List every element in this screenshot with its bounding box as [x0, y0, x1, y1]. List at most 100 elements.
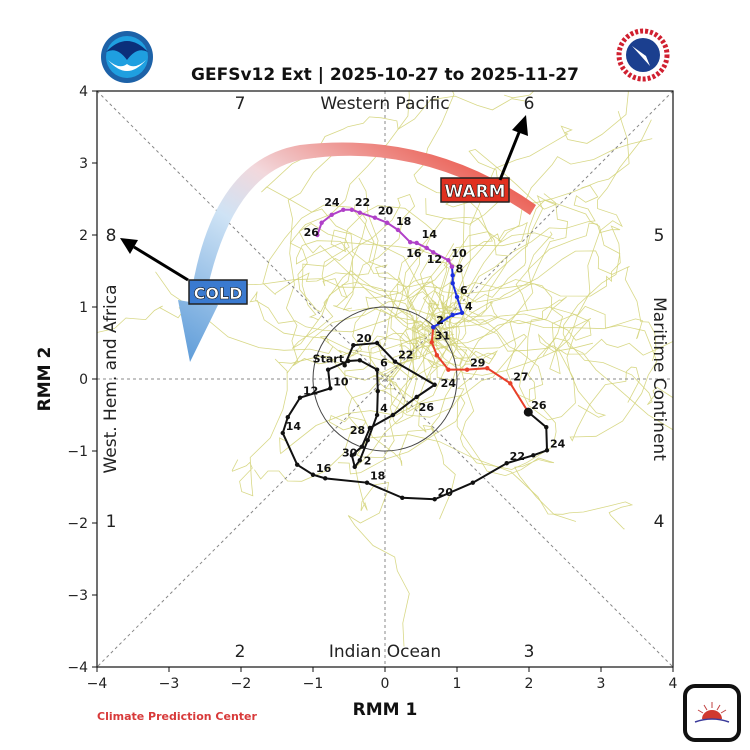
observed-point	[280, 430, 285, 436]
y-tick-label: 4	[79, 84, 88, 100]
observed-point	[364, 480, 370, 485]
phase-2: 2	[235, 642, 246, 662]
forecast-week1-point	[446, 367, 451, 372]
forecast-weeks3-4-point	[424, 245, 429, 251]
forecast-weeks3-4-date-label: 22	[355, 196, 370, 209]
ensemble-member-line	[404, 232, 555, 386]
observed-date-label: 26	[419, 401, 435, 414]
forecast-week1-point	[464, 367, 470, 372]
x-tick-label: −4	[87, 676, 108, 692]
sunrise-app-icon[interactable]	[683, 684, 741, 742]
forecast-week2-date-label: 4	[465, 300, 473, 313]
y-tick-label: −1	[67, 444, 88, 460]
warm-label: WARM	[440, 177, 510, 203]
y-tick-label: 1	[79, 300, 88, 316]
ensemble-member-line	[301, 193, 419, 322]
cpc-credit: Climate Prediction Center	[97, 710, 257, 723]
svg-text:COLD: COLD	[194, 284, 243, 303]
observed-point	[285, 414, 290, 420]
observed-date-label: 16	[316, 462, 332, 475]
cold-label: COLD	[188, 279, 248, 305]
observed-point	[325, 367, 331, 372]
observed-point	[365, 438, 370, 443]
forecast-weeks3-4-date-label: 14	[422, 228, 438, 241]
series-forecast-week1	[429, 324, 531, 415]
phase-1: 1	[106, 512, 117, 532]
observed-point	[351, 342, 356, 348]
observed-point	[432, 382, 437, 387]
observed-point	[342, 363, 347, 368]
observed-point	[544, 425, 549, 430]
forecast-week1-point	[429, 340, 434, 345]
forecast-weeks3-4-point	[414, 240, 419, 246]
observed-point	[352, 464, 357, 470]
phase-5: 5	[654, 226, 665, 246]
phase-4: 4	[654, 512, 665, 532]
observed-point	[392, 359, 398, 364]
x-tick-label: 2	[525, 676, 534, 692]
observed-point	[432, 497, 437, 502]
warm-cold-arrow	[178, 142, 536, 362]
observed-point	[374, 340, 380, 346]
x-tick-label: −1	[303, 676, 324, 692]
observed-point	[400, 495, 405, 500]
observed-point	[470, 480, 476, 485]
observed-point	[346, 358, 351, 364]
ensemble-member-line	[97, 278, 430, 342]
forecast-weeks3-4-date-label: 16	[406, 247, 422, 260]
ensemble-member-line	[289, 177, 424, 325]
x-tick-label: 0	[381, 676, 390, 692]
observed-point	[323, 476, 328, 481]
forecast-weeks3-4-point	[349, 207, 355, 212]
x-tick-label: 1	[453, 676, 462, 692]
ensemble-member-line	[344, 333, 456, 520]
observed-point	[531, 453, 536, 458]
forecast-weeks3-4-point	[395, 227, 401, 233]
forecast-weeks3-4-date-label: 10	[451, 247, 467, 260]
y-tick-label: −3	[67, 588, 88, 604]
ensemble-member-line	[379, 279, 564, 357]
forecast-week2-date-label: 8	[456, 262, 464, 275]
x-axis-label: RMM 1	[353, 700, 418, 720]
forecast-weeks3-4-point	[431, 250, 436, 255]
observed-point	[504, 461, 509, 466]
observed-point	[359, 444, 365, 449]
ensemble-member-line	[428, 222, 621, 319]
observed-point	[357, 458, 362, 463]
noaa-logo	[101, 31, 153, 83]
forecast-weeks3-4-date-label: 12	[427, 253, 442, 266]
observed-point	[374, 367, 380, 372]
ensemble-member-line	[441, 195, 673, 431]
forecast-week1-point	[508, 381, 513, 386]
region-maritime-continent: Maritime Continent	[649, 297, 669, 461]
forecast-weeks3-4-point	[357, 210, 362, 215]
observed-date-label: 12	[303, 385, 318, 398]
phase-7: 7	[235, 94, 246, 114]
x-tick-label: −3	[159, 676, 180, 692]
forecast-weeks3-4-date-label: 20	[378, 205, 394, 218]
date-labels: Start20222426283024610121416182022242627…	[286, 196, 566, 499]
forecast-week1-point	[434, 353, 440, 358]
forecast-week1-date-label: 31	[435, 329, 450, 342]
forecast-week2-point	[450, 312, 455, 318]
forecast-weeks3-4-date-label: 26	[304, 226, 320, 239]
forecast-weeks3-4-point	[449, 264, 455, 269]
forecast-weeks3-4-point	[329, 212, 334, 218]
y-axis-label: RMM 2	[35, 347, 55, 412]
forecast-weeks3-4-point	[446, 258, 451, 263]
observed-date-label: 6	[380, 357, 388, 370]
observed-point	[294, 462, 300, 467]
series-forecast-weeks3-4	[315, 207, 455, 269]
ensemble-member-line	[373, 333, 528, 414]
observed-date-label: 22	[510, 450, 525, 463]
region-indian-ocean: Indian Ocean	[329, 642, 441, 662]
ensemble-member-line	[446, 305, 658, 442]
forecast-week1-date-label: 29	[470, 357, 485, 370]
last-observed-marker	[523, 407, 533, 417]
phase-dividers	[97, 91, 673, 667]
observed-point	[374, 412, 380, 418]
ensemble-member-line	[438, 316, 673, 356]
forecast-week2-date-label: 2	[436, 314, 444, 327]
pointer-arrows	[120, 115, 528, 282]
forecast-weeks3-4-date-label: 24	[324, 196, 340, 209]
